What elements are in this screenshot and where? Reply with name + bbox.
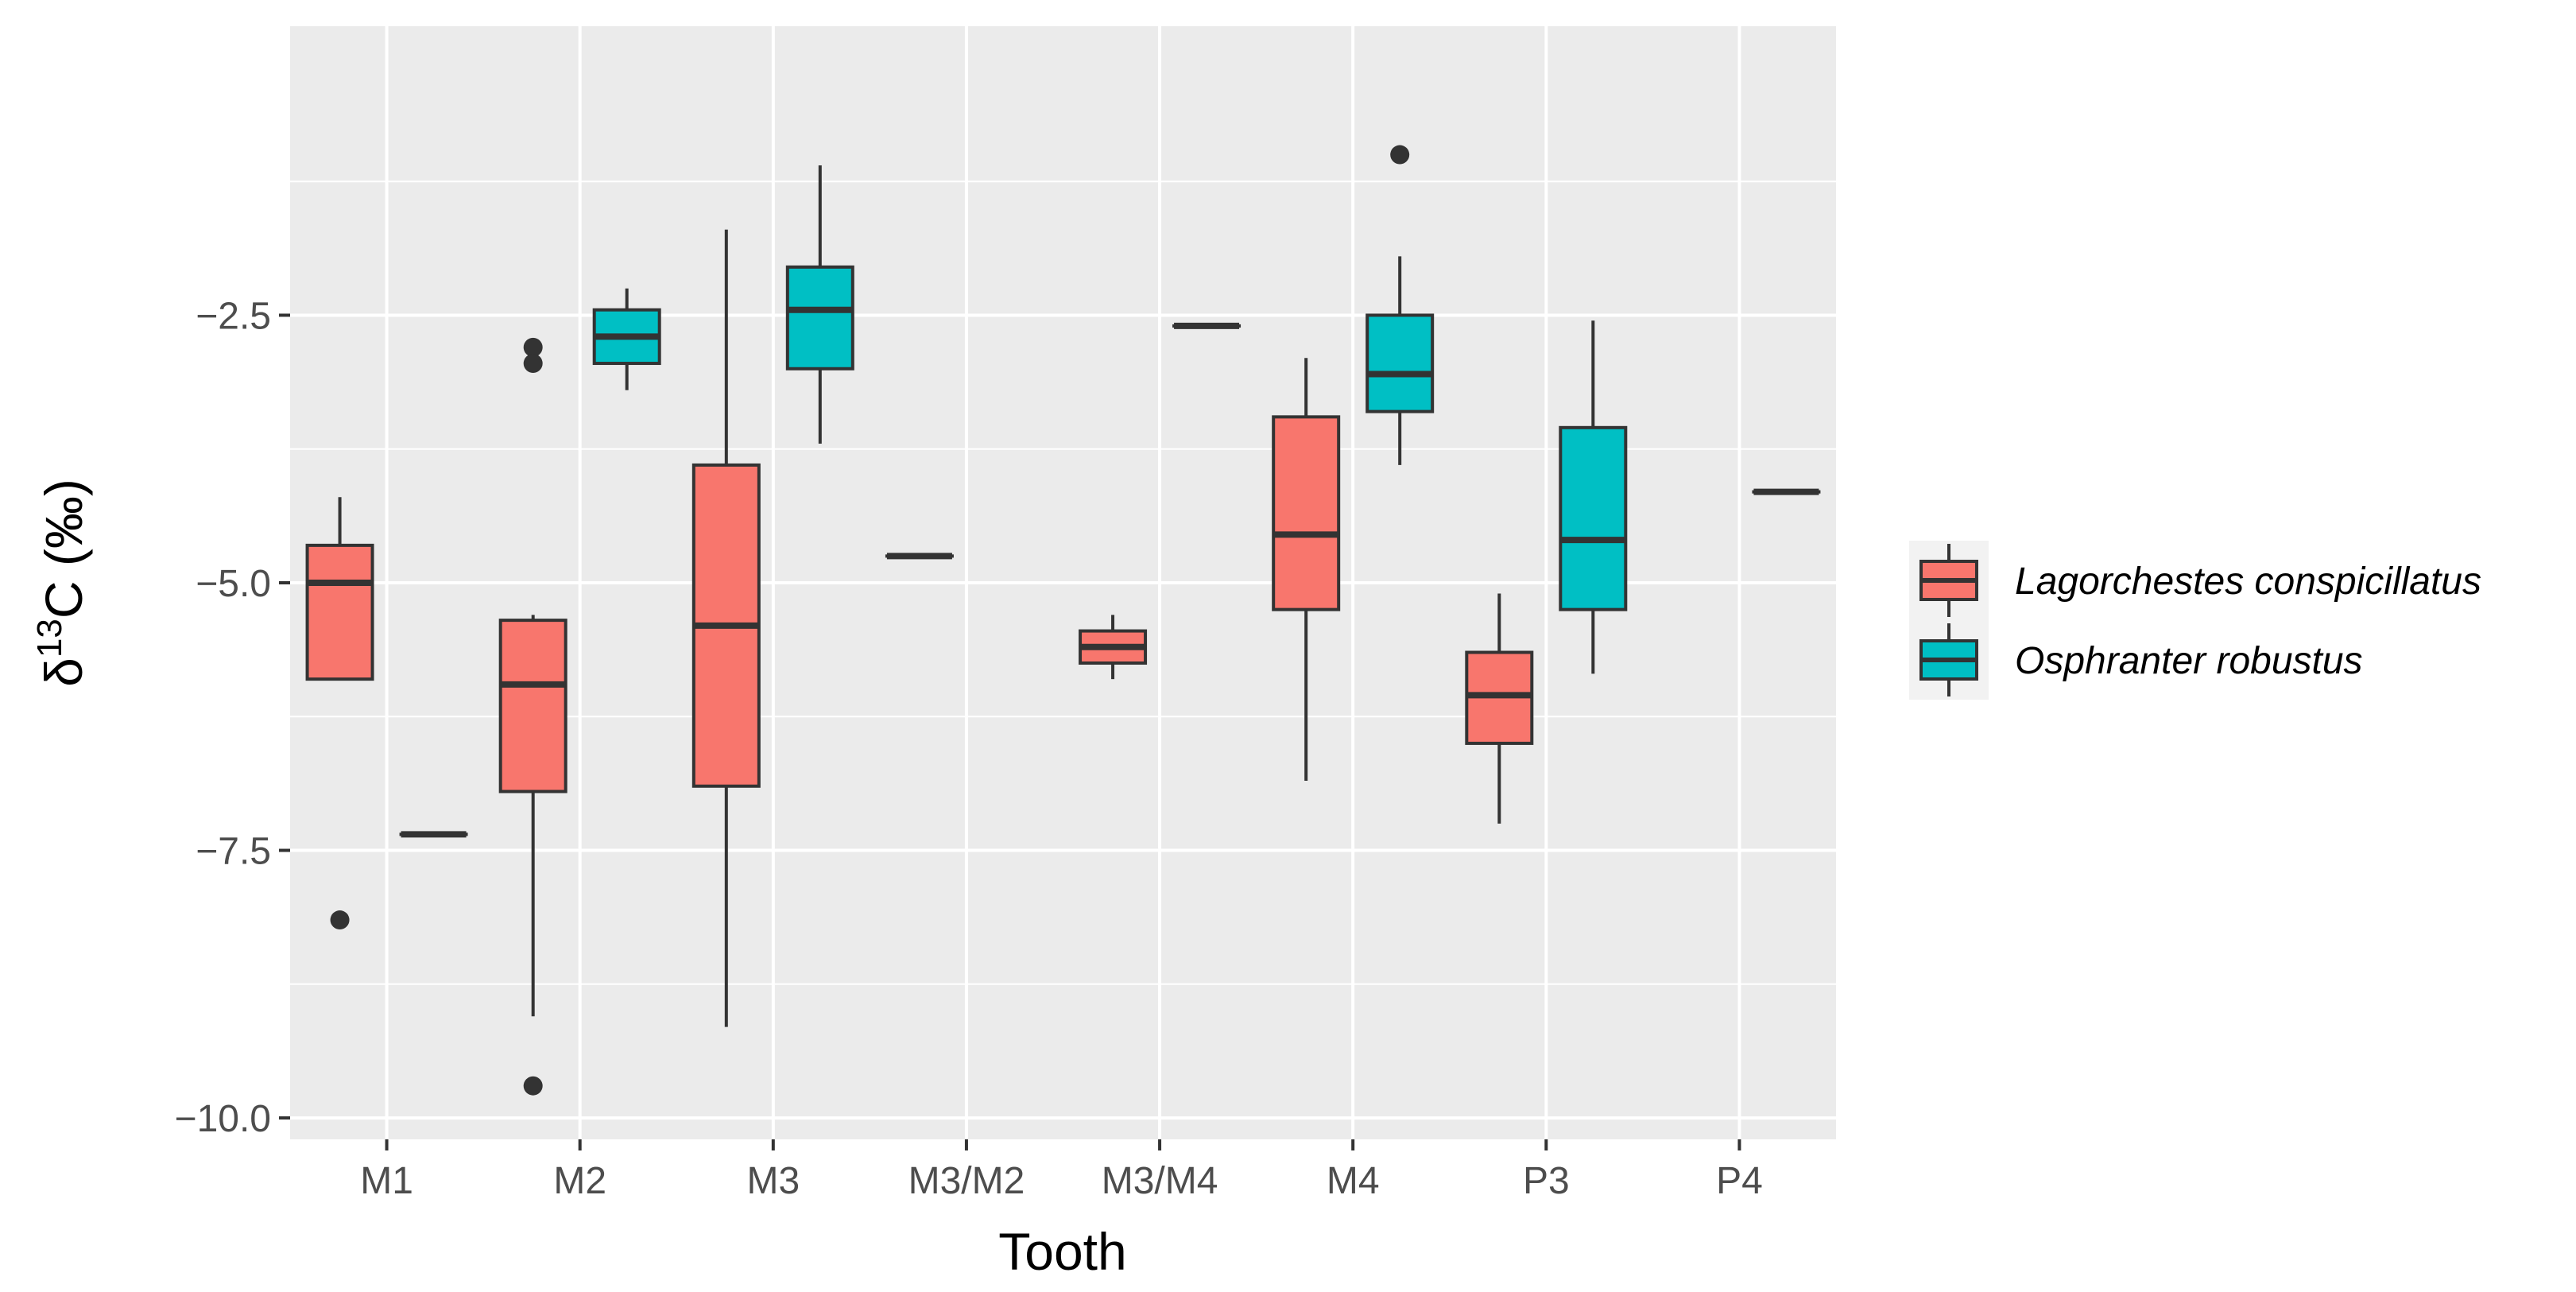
outlier-point (523, 354, 543, 374)
y-tick-label: −5.0 (196, 563, 271, 605)
box-M3-osphranter (785, 165, 854, 444)
legend-key-osphranter (1919, 623, 1978, 696)
box-body (785, 265, 854, 371)
box-M2-lagorchestes (498, 615, 567, 1096)
legend-label: Lagorchestes conspicillatus (2015, 561, 2481, 603)
box-P3-osphranter (1559, 320, 1628, 674)
y-tick-label: −7.5 (196, 831, 271, 873)
box-series (305, 145, 1821, 1096)
box-body (498, 619, 567, 793)
y-axis-title: δ13C (‰) (30, 479, 93, 687)
major-gridlines (290, 26, 1836, 1139)
box-M4-osphranter (1365, 145, 1435, 465)
y-axis-title-superscript: 13 (30, 619, 69, 658)
legend: Lagorchestes conspicillatus Osphranter ro… (1909, 541, 2481, 700)
x-tick-label: M2 (553, 1160, 606, 1202)
y-tick-label: −10.0 (175, 1098, 271, 1140)
box-body (1365, 313, 1435, 413)
x-tick-label: M3/M4 (1102, 1160, 1218, 1202)
x-tick-label: M1 (360, 1160, 413, 1202)
x-axis: M1 M2 M3 M3/M2 M3/M4 M4 P3 P4 (360, 1139, 1763, 1202)
x-axis-title: Tooth (998, 1222, 1126, 1281)
outlier-point (523, 1076, 543, 1096)
outlier-point (330, 910, 350, 930)
x-tick-label: P4 (1716, 1160, 1763, 1202)
x-tick-label: M4 (1327, 1160, 1380, 1202)
box-M2-osphranter (592, 288, 661, 390)
box-body (1559, 425, 1628, 611)
outlier-point (523, 337, 543, 357)
x-tick-label: P3 (1523, 1160, 1570, 1202)
box-P3-lagorchestes (1465, 593, 1534, 824)
box-M1-lagorchestes (305, 497, 374, 930)
x-tick-label: M3/M2 (908, 1160, 1025, 1202)
y-axis-title-prefix: δ (34, 658, 93, 687)
y-axis: −10.0 −7.5 −5.0 −2.5 (175, 295, 290, 1140)
box-body (1272, 415, 1341, 611)
legend-label: Osphranter robustus (2015, 640, 2363, 682)
x-tick-label: M3 (746, 1160, 800, 1202)
y-tick-label: −2.5 (196, 295, 271, 337)
box-M3/M4-lagorchestes (1079, 615, 1148, 680)
legend-key-lagorchestes (1919, 544, 1978, 617)
box-M4-lagorchestes (1272, 358, 1341, 782)
y-axis-title-suffix: C (‰) (34, 479, 93, 619)
box-M3-lagorchestes (691, 229, 761, 1027)
box-body (305, 543, 374, 681)
outlier-point (1390, 145, 1410, 165)
